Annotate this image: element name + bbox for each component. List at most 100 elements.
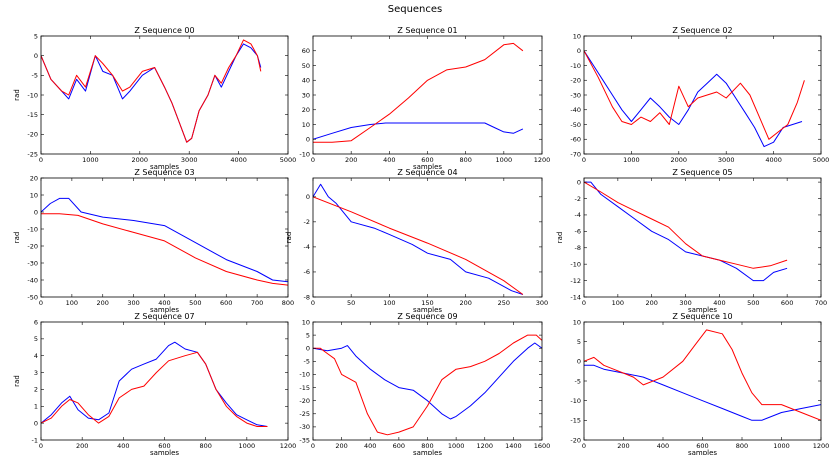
- subplot-7: 0 200 400 600 800 1000 1200 1400 1600 10 5 0 -5 -10 -1…: [299, 312, 550, 455]
- y-tick-label: -15: [27, 111, 38, 119]
- y-tick-label: 10: [30, 191, 38, 199]
- x-tick-label: 400: [364, 442, 376, 450]
- y-axis-label: rad: [13, 89, 21, 101]
- y-tick-label: -12: [570, 277, 581, 285]
- x-tick-label: 1000: [623, 156, 640, 164]
- y-tick-label: -8: [575, 244, 581, 252]
- y-axis-label: rad: [285, 232, 293, 244]
- y-tick-label: -10: [299, 150, 310, 158]
- y-tick-label: 10: [302, 121, 310, 129]
- subplot-4: 0 50 100 150 200 250 300 0 -2 -4 -6 -8 Z Sequence 04…: [285, 168, 548, 314]
- x-tick-label: 0: [39, 299, 43, 307]
- y-tick-label: -8: [304, 293, 310, 301]
- y-tick-label: 2: [34, 386, 38, 394]
- subplot-title: Z Sequence 00: [134, 26, 194, 35]
- series-line-red: [41, 351, 268, 427]
- series-line-red: [584, 329, 821, 421]
- x-axis-label: samples: [150, 306, 179, 314]
- x-tick-label: 1000: [239, 442, 256, 450]
- subplot-5: 0 100 200 300 400 500 600 700 0 -2 -4 -6 -8 -10 -12 -14…: [556, 168, 827, 314]
- x-tick-label: 3000: [181, 156, 198, 164]
- y-tick-label: -14: [570, 293, 581, 301]
- x-tick-label: 600: [393, 442, 405, 450]
- y-tick-label: -20: [570, 436, 581, 444]
- x-tick-label: 0: [311, 156, 315, 164]
- series-line-blue: [313, 122, 524, 140]
- x-tick-label: 600: [781, 299, 793, 307]
- x-axis-label: samples: [150, 163, 179, 171]
- y-tick-label: -30: [299, 423, 310, 431]
- y-tick-label: 3: [34, 369, 38, 377]
- x-tick-label: 800: [199, 442, 211, 450]
- x-axis-label: samples: [413, 449, 442, 455]
- x-tick-label: 600: [421, 156, 433, 164]
- x-tick-label: 5000: [813, 156, 830, 164]
- y-tick-label: -35: [299, 436, 310, 444]
- x-tick-label: 800: [736, 442, 748, 450]
- y-tick-label: 0: [577, 358, 581, 366]
- axes-frame: [583, 35, 822, 155]
- x-tick-label: 800: [282, 299, 294, 307]
- y-tick-label: -20: [27, 131, 38, 139]
- series-line-red: [41, 213, 288, 286]
- x-tick-label: 0: [39, 156, 43, 164]
- x-axis-label: samples: [413, 163, 442, 171]
- y-tick-label: -20: [299, 397, 310, 405]
- y-tick-label: -5: [575, 377, 581, 385]
- y-tick-label: 20: [302, 106, 310, 114]
- x-tick-label: 5000: [280, 156, 297, 164]
- y-tick-label: 5: [577, 338, 581, 346]
- y-tick-label: -10: [27, 225, 38, 233]
- axes-frame: [583, 321, 822, 441]
- x-tick-label: 1400: [505, 442, 522, 450]
- x-tick-label: 2000: [132, 156, 149, 164]
- series-line-red: [41, 39, 262, 143]
- y-tick-label: -6: [575, 228, 581, 236]
- x-tick-label: 100: [66, 299, 78, 307]
- y-tick-label: -2: [304, 218, 310, 226]
- series-line-blue: [41, 341, 268, 427]
- x-tick-label: 1200: [280, 442, 297, 450]
- x-tick-label: 0: [582, 442, 586, 450]
- subplot-title: Z Sequence 07: [134, 312, 194, 321]
- x-tick-label: 4000: [765, 156, 782, 164]
- x-tick-label: 600: [696, 442, 708, 450]
- subplot-2: 0 1000 2000 3000 4000 5000 10 0 -10 -20 -30 -40 -50 -…: [570, 26, 829, 164]
- series-line-blue: [584, 364, 821, 421]
- y-tick-label: -50: [27, 293, 38, 301]
- y-tick-label: -40: [570, 106, 581, 114]
- y-tick-label: 0: [306, 136, 310, 144]
- x-axis-label: samples: [688, 449, 717, 455]
- x-tick-label: 1000: [496, 156, 513, 164]
- subplot-title: Z Sequence 01: [397, 26, 457, 35]
- x-tick-label: 400: [383, 156, 395, 164]
- x-tick-label: 300: [536, 299, 548, 307]
- y-tick-label: 0: [577, 178, 581, 186]
- y-tick-label: 5: [34, 32, 38, 40]
- x-tick-label: 200: [345, 156, 357, 164]
- y-tick-label: -5: [32, 72, 38, 80]
- x-tick-label: 700: [251, 299, 263, 307]
- x-tick-label: 100: [612, 299, 624, 307]
- series-line-blue: [313, 342, 542, 420]
- series-line-red: [313, 196, 524, 295]
- x-axis-label: samples: [688, 306, 717, 314]
- series-line-blue: [41, 197, 288, 283]
- y-axis-label: rad: [13, 375, 21, 387]
- y-tick-label: 0: [34, 52, 38, 60]
- subplot-0: 0 1000 2000 3000 4000 5000 5 0 -5 -10 -15 -20 -25 Z S…: [13, 26, 296, 171]
- x-tick-label: 150: [421, 299, 433, 307]
- x-tick-label: 0: [311, 299, 315, 307]
- y-tick-label: 0: [34, 419, 38, 427]
- x-tick-label: 1200: [476, 442, 493, 450]
- y-tick-label: -10: [27, 91, 38, 99]
- y-tick-label: -5: [304, 358, 310, 366]
- x-tick-label: 700: [815, 299, 827, 307]
- y-tick-label: 0: [306, 193, 310, 201]
- y-tick-label: 0: [306, 345, 310, 353]
- y-tick-label: -2: [575, 195, 581, 203]
- x-tick-label: 3000: [718, 156, 735, 164]
- y-tick-label: -6: [304, 268, 310, 276]
